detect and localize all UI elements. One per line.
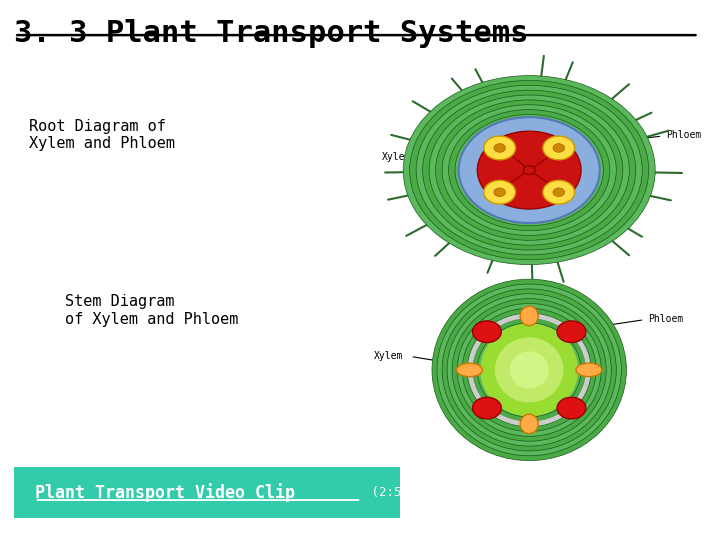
Circle shape: [523, 166, 535, 174]
Text: Root Diagram of
Xylem and Phloem: Root Diagram of Xylem and Phloem: [29, 119, 175, 151]
Circle shape: [484, 180, 516, 204]
Ellipse shape: [462, 308, 596, 431]
Ellipse shape: [510, 352, 549, 388]
Circle shape: [472, 321, 501, 342]
Circle shape: [557, 397, 586, 419]
Circle shape: [472, 397, 501, 419]
Ellipse shape: [482, 328, 576, 412]
Ellipse shape: [442, 289, 616, 451]
Circle shape: [403, 76, 655, 265]
Ellipse shape: [452, 299, 606, 441]
Circle shape: [557, 321, 586, 342]
Wedge shape: [529, 141, 581, 199]
Circle shape: [481, 134, 577, 206]
Text: Stem Diagram
of Xylem and Phloem: Stem Diagram of Xylem and Phloem: [65, 294, 238, 327]
Wedge shape: [490, 170, 568, 209]
Circle shape: [423, 90, 636, 250]
Circle shape: [468, 124, 590, 216]
Circle shape: [410, 80, 649, 260]
FancyBboxPatch shape: [14, 467, 400, 518]
Circle shape: [543, 180, 575, 204]
Circle shape: [429, 95, 629, 245]
Ellipse shape: [487, 333, 571, 407]
Ellipse shape: [467, 313, 591, 427]
Circle shape: [462, 119, 597, 221]
Circle shape: [494, 188, 505, 197]
Ellipse shape: [472, 318, 586, 422]
Circle shape: [442, 105, 616, 235]
Ellipse shape: [576, 363, 602, 377]
Text: Xylem: Xylem: [382, 152, 411, 161]
Ellipse shape: [477, 323, 581, 417]
Ellipse shape: [456, 363, 482, 377]
Wedge shape: [490, 131, 568, 170]
Ellipse shape: [432, 279, 626, 461]
Circle shape: [543, 136, 575, 160]
Text: Plant Transport Video Clip: Plant Transport Video Clip: [35, 483, 294, 502]
Circle shape: [553, 188, 564, 197]
Circle shape: [436, 100, 623, 240]
Circle shape: [494, 144, 505, 152]
Circle shape: [474, 129, 584, 211]
Ellipse shape: [498, 342, 561, 397]
Ellipse shape: [447, 294, 611, 446]
Text: Phloem: Phloem: [648, 314, 683, 323]
Ellipse shape: [521, 306, 539, 326]
Circle shape: [449, 110, 610, 231]
Text: Phloem: Phloem: [666, 130, 701, 140]
Ellipse shape: [521, 414, 539, 434]
Text: 3. 3 Plant Transport Systems: 3. 3 Plant Transport Systems: [14, 19, 529, 48]
Ellipse shape: [495, 338, 564, 402]
Wedge shape: [477, 141, 529, 199]
Circle shape: [494, 144, 564, 197]
Circle shape: [455, 114, 603, 226]
Circle shape: [459, 117, 600, 223]
Ellipse shape: [437, 284, 621, 456]
Circle shape: [553, 144, 564, 152]
Ellipse shape: [480, 323, 578, 416]
Circle shape: [487, 139, 571, 201]
Text: Xylem: Xylem: [374, 352, 404, 361]
Ellipse shape: [457, 303, 601, 436]
Text: (2:59): (2:59): [364, 486, 416, 499]
Circle shape: [484, 136, 516, 160]
Circle shape: [416, 85, 642, 255]
Ellipse shape: [492, 338, 566, 402]
